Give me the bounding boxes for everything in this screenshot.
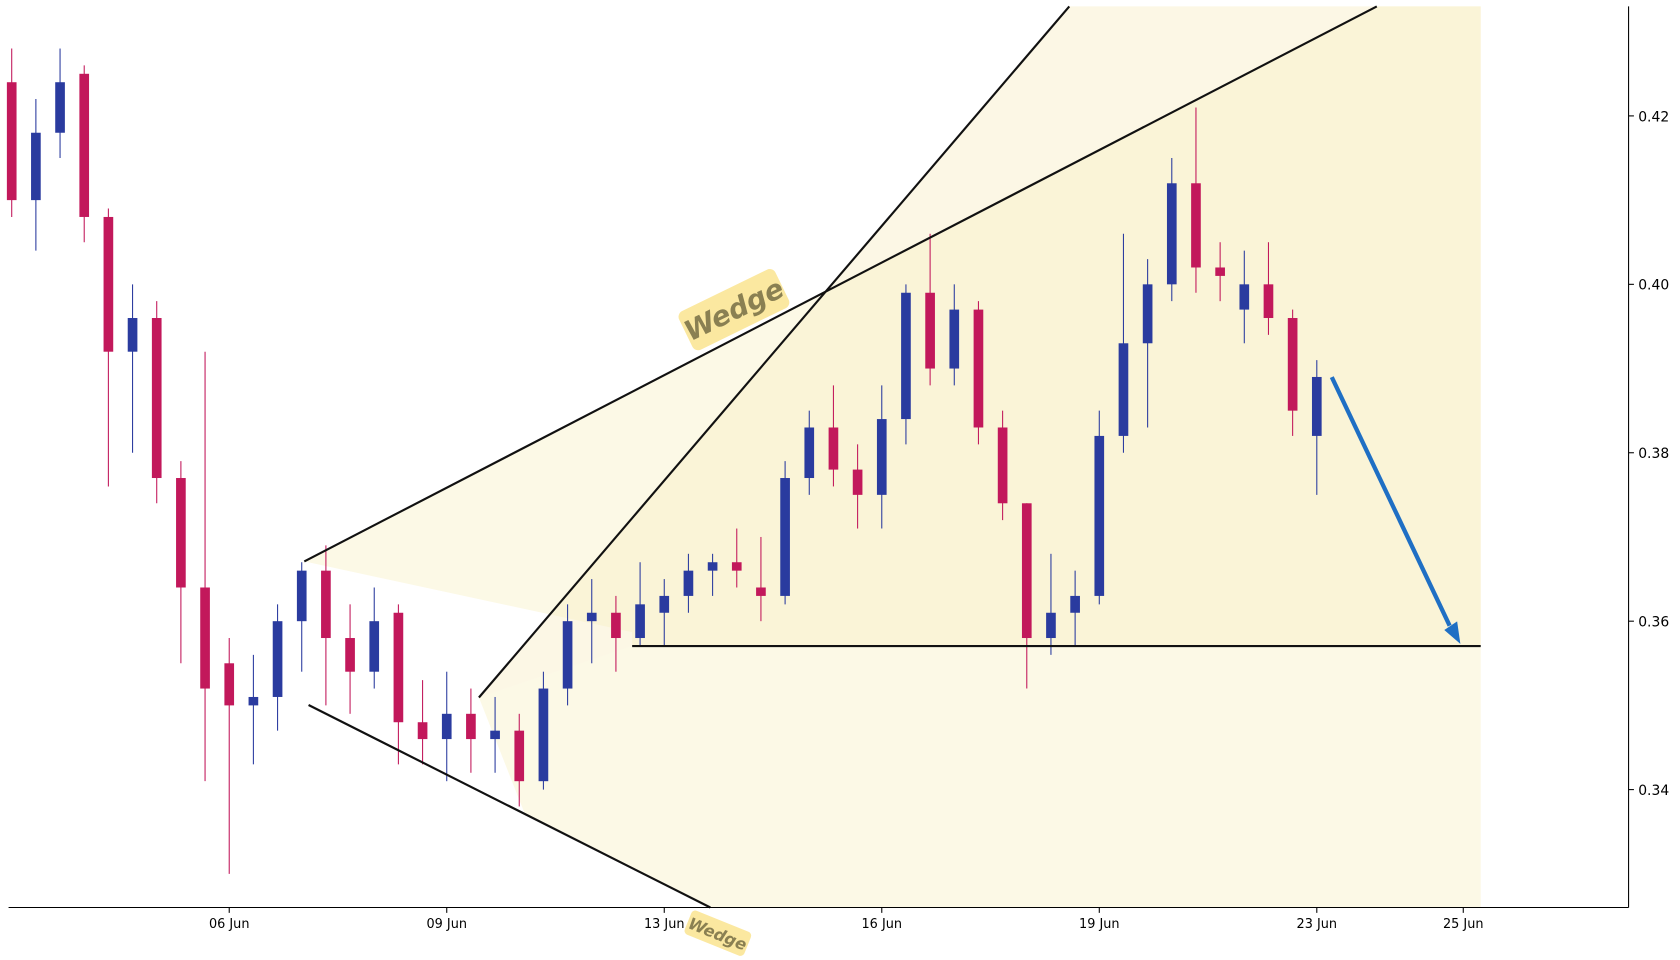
candle-body [79,73,90,217]
candle-body [707,562,718,571]
candle-body [1215,267,1225,276]
candle-body [1191,183,1201,268]
x-tick-label: 23 Jun [1297,917,1338,932]
candle-body [224,663,235,706]
trend-line [478,5,1071,699]
candle-body [441,713,452,740]
candle-body [949,309,960,369]
candle-body [659,595,670,613]
candle-body [248,696,259,706]
candle-body [538,688,549,782]
annotation-box [678,269,790,351]
candle-body [321,570,331,639]
candle-body [683,570,694,596]
candle-body [780,478,790,596]
wedge-area [304,6,1481,647]
projection-arrow [1329,376,1461,644]
candle-body [6,82,17,201]
trend-line [308,704,711,909]
candle-body [611,612,621,639]
candle-body [1287,318,1298,411]
x-tick-label: 09 Jun [426,917,466,932]
plot [6,48,1322,874]
candle-body [828,427,839,470]
candle-body [997,427,1008,504]
pattern-shading [304,6,1481,908]
candle-body [514,730,525,782]
candle-body [345,638,355,672]
candle-body [1070,595,1080,613]
candle-body [1311,376,1322,436]
x-tick-label: 16 Jun [862,917,903,932]
candle-body [756,587,766,596]
x-tick-label: 25 Jun [1443,917,1484,932]
candle-body [466,713,476,740]
pattern-lines [303,5,1481,909]
candle-body [973,309,984,428]
candle-body [176,478,186,588]
candle-body [1263,284,1274,319]
y-tick-label: 0.38 [1638,446,1669,462]
candle-body [490,730,500,740]
arrow-shaft [1329,376,1452,627]
candle-body [925,292,935,369]
candle-body [55,82,65,133]
candle-body [1142,284,1153,344]
candle-body [1239,284,1250,310]
annotation: Wedge [684,910,752,956]
candle-body [417,722,428,740]
candle-body [31,132,41,201]
candle-body [151,318,162,479]
candle-body [1166,183,1177,285]
candle-body [586,612,597,622]
candle-body [127,318,138,352]
x-tick-label: 19 Jun [1079,917,1120,932]
candle-body [562,621,573,689]
candle-body [393,612,404,723]
candle-body [901,292,911,420]
annotation-box [684,910,752,956]
candle-body [1094,435,1105,596]
candle-body [852,469,863,495]
wedge-area [478,646,1481,908]
candle-body [731,562,742,571]
candle-body [296,570,307,622]
candle-body [635,604,645,639]
candle-body [876,419,887,495]
trend-line [303,5,1378,563]
y-tick-label: 0.36 [1638,615,1669,631]
candle-body [369,621,380,672]
candle-body [103,216,114,352]
y-tick-label: 0.40 [1638,278,1669,294]
x-tick-label: 13 Jun [644,917,685,932]
y-tick-label: 0.34 [1638,783,1669,799]
x-tick-label: 06 Jun [209,917,250,932]
candle-body [200,587,210,689]
candle-body [272,621,283,697]
candle-body [804,427,815,479]
arrow-head [1444,621,1461,644]
y-tick-label: 0.42 [1638,109,1669,125]
candle-body [1046,612,1056,639]
candle-body [1021,503,1032,639]
candle-body [1118,343,1129,436]
